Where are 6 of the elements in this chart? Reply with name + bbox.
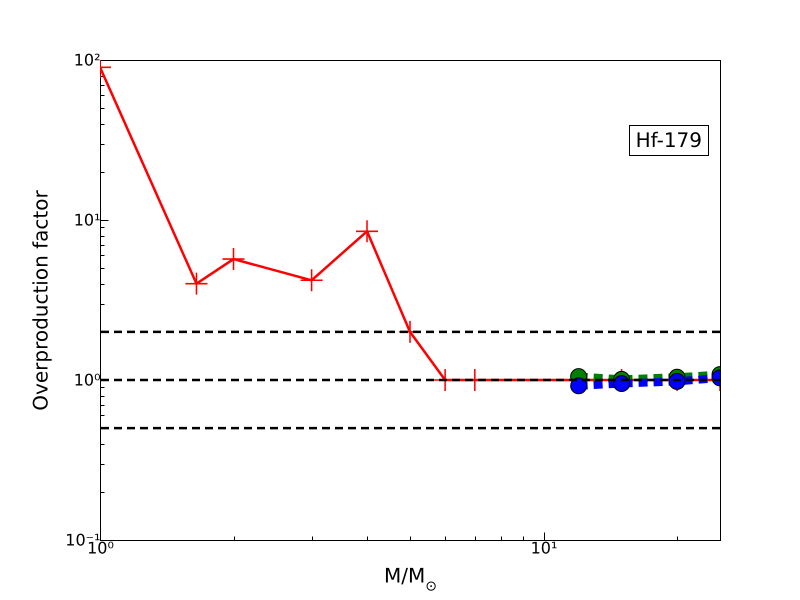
y-tick-label: 10⁰: [74, 370, 100, 390]
y-tick-label: 10²: [74, 50, 100, 70]
x-axis-title: M/M$_{⊙}$: [384, 564, 437, 594]
y-axis-title: Overproduction factor: [28, 190, 52, 411]
y-tick-label: 10¹: [74, 210, 100, 230]
annotation: Hf-179: [628, 125, 709, 156]
